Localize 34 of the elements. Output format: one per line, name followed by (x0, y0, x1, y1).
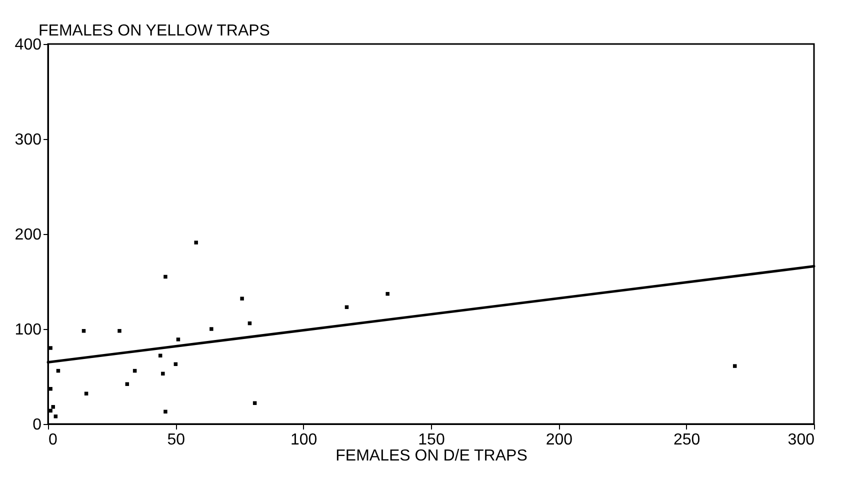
point (210, 327, 214, 331)
point (84, 392, 88, 396)
point (125, 382, 130, 386)
point (118, 329, 122, 333)
point (194, 240, 198, 244)
x-tick-label: 200 (546, 432, 573, 448)
point (164, 274, 168, 279)
point (252, 401, 257, 405)
x-tick-label: 100 (290, 432, 318, 448)
x-tick-label: 0 (48, 432, 58, 448)
point (240, 296, 244, 300)
point (164, 410, 168, 414)
point (176, 338, 180, 342)
y-tick-label: 300 (14, 132, 42, 148)
x-axis-title: FEMALES ON D/E TRAPS (336, 448, 528, 464)
y-tick-label: 0 (32, 416, 42, 434)
point (54, 414, 58, 418)
point (732, 364, 737, 368)
point (161, 372, 165, 376)
x-tick-label: 300 (788, 432, 815, 448)
x-tick-label: 150 (418, 432, 445, 448)
point (82, 329, 86, 333)
point (48, 346, 52, 350)
y-tick-label: 400 (14, 36, 42, 54)
point (48, 408, 52, 413)
point (51, 405, 55, 409)
y-axis-title: FEMALES ON YELLOW TRAPS (38, 22, 270, 40)
y-tick-label: 100 (14, 322, 42, 338)
point (48, 386, 52, 391)
x-tick-label: 50 (167, 432, 186, 448)
point (158, 354, 162, 358)
x-tick-label: 250 (673, 432, 700, 448)
y-tick-label: 200 (14, 226, 42, 244)
point (386, 292, 390, 296)
